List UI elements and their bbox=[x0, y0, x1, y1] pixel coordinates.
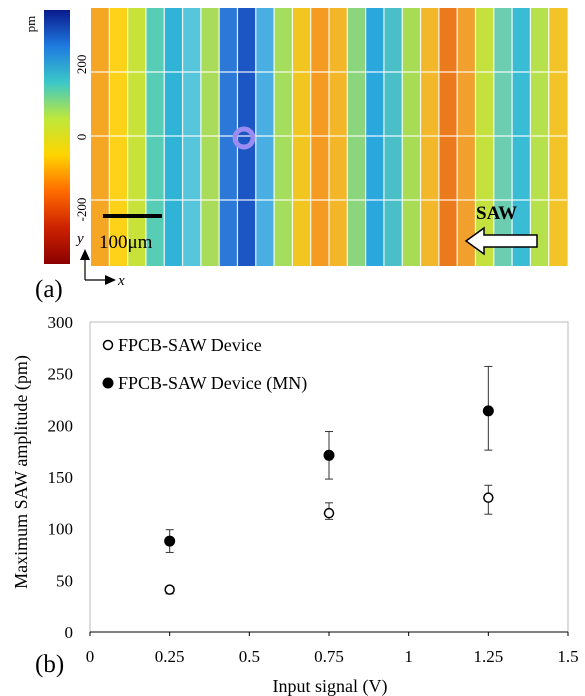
panel-b: 0 0.25 0.5 0.75 1 1.25 1.5 050100150200250300 … bbox=[11, 313, 579, 696]
legend-marker bbox=[102, 339, 114, 351]
panel-a-label: (a) bbox=[35, 276, 63, 303]
data-point bbox=[164, 535, 176, 547]
map-column bbox=[493, 8, 513, 266]
map-column bbox=[310, 8, 330, 266]
map-column bbox=[420, 8, 440, 266]
x-axis-arrowhead bbox=[105, 275, 116, 285]
panel-a: pm 200 0 -200 100μm SAW y x (a) bbox=[23, 8, 568, 303]
y-ticks: 0 50 100 150 200 250 300 bbox=[48, 313, 74, 642]
y-tick-label: 250 bbox=[48, 365, 74, 384]
x-ticks: 0 0.25 0.5 0.75 1 1.25 1.5 bbox=[86, 632, 579, 666]
colorbar-tick-label: 200 bbox=[74, 55, 89, 75]
map-column bbox=[200, 8, 220, 266]
data-point bbox=[164, 584, 175, 595]
colorbar-tick-label: -200 bbox=[74, 198, 89, 222]
y-tick-label: 100 bbox=[48, 520, 74, 539]
map-column bbox=[182, 8, 202, 266]
y-axis-title: Maximum SAW amplitude (pm) bbox=[11, 355, 32, 589]
x-tick-label: 1 bbox=[404, 647, 413, 666]
map-column bbox=[402, 8, 422, 266]
y-axis-indicator-label: y bbox=[75, 231, 84, 247]
map-column bbox=[164, 8, 184, 266]
y-tick-label: 300 bbox=[48, 313, 74, 332]
y-tick-label: 150 bbox=[48, 468, 74, 487]
map-column bbox=[457, 8, 477, 266]
y-tick-label: 0 bbox=[65, 623, 74, 642]
saw-label: SAW bbox=[476, 203, 517, 224]
data-point bbox=[482, 405, 494, 417]
colorbar-tick-label: 0 bbox=[74, 134, 89, 141]
map-column bbox=[274, 8, 293, 266]
map-grid bbox=[91, 8, 567, 266]
map-column bbox=[530, 8, 550, 266]
map-column bbox=[475, 8, 495, 266]
x-axis-indicator-label: x bbox=[117, 273, 125, 289]
y-tick-label: 200 bbox=[48, 416, 74, 435]
colorbar-unit: pm bbox=[23, 16, 38, 33]
x-tick-label: 1.5 bbox=[557, 647, 578, 666]
x-tick-label: 1.25 bbox=[473, 647, 503, 666]
map-column bbox=[383, 8, 403, 266]
scale-bar-label: 100μm bbox=[99, 232, 153, 253]
x-tick-label: 0 bbox=[86, 647, 95, 666]
map-column bbox=[255, 8, 275, 266]
legend-marker bbox=[102, 377, 114, 389]
colorbar bbox=[44, 10, 70, 264]
data-point bbox=[323, 507, 335, 519]
x-tick-label: 0.25 bbox=[155, 647, 185, 666]
legend: FPCB-SAW Device FPCB-SAW Device (MN) bbox=[102, 335, 307, 394]
y-tick-label: 50 bbox=[56, 571, 73, 590]
data-point bbox=[483, 492, 494, 503]
map-column bbox=[109, 8, 129, 266]
panel-b-label: (b) bbox=[35, 651, 64, 678]
y-axis-arrowhead bbox=[80, 249, 90, 260]
map-column bbox=[347, 8, 367, 266]
map-column bbox=[438, 8, 458, 266]
map-column bbox=[145, 8, 165, 266]
map-column bbox=[329, 8, 348, 266]
colorbar-ticks: 200 0 -200 bbox=[74, 55, 89, 222]
map-column bbox=[365, 8, 385, 266]
map-column bbox=[292, 8, 312, 266]
map-column bbox=[91, 8, 110, 266]
x-tick-label: 0.75 bbox=[314, 647, 344, 666]
map-column bbox=[548, 8, 568, 266]
map-column bbox=[512, 8, 531, 266]
probe-point bbox=[232, 126, 256, 150]
x-axis-title: Input signal (V) bbox=[273, 676, 388, 696]
legend-label: FPCB-SAW Device (MN) bbox=[118, 373, 307, 394]
saw-arrow bbox=[464, 226, 538, 256]
x-tick-label: 0.5 bbox=[239, 647, 260, 666]
legend-label: FPCB-SAW Device bbox=[118, 335, 262, 355]
data-point bbox=[323, 449, 335, 461]
data-series bbox=[164, 365, 494, 595]
map-column bbox=[127, 8, 147, 266]
